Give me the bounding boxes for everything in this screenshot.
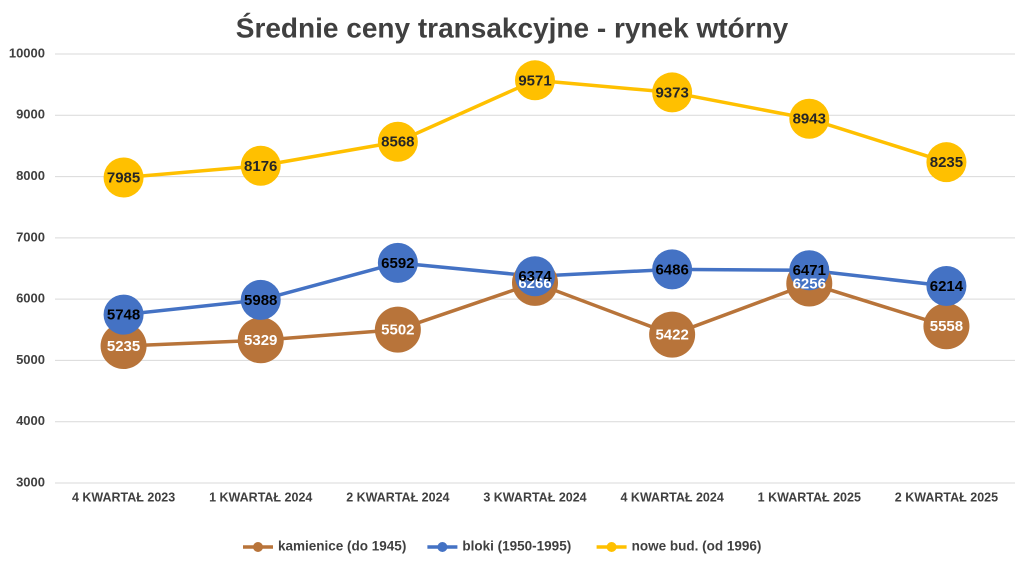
legend-marker <box>253 542 263 552</box>
data-label: 6486 <box>655 261 688 278</box>
data-point <box>374 306 421 353</box>
data-label: 5235 <box>107 338 140 355</box>
data-label: 5502 <box>381 322 414 339</box>
y-tick-label: 8000 <box>16 168 45 183</box>
data-label: 9373 <box>655 84 688 101</box>
y-tick-label: 6000 <box>16 291 45 306</box>
data-point <box>377 242 418 283</box>
data-label: 6266 <box>518 275 551 292</box>
y-tick-label: 9000 <box>16 107 45 122</box>
data-point <box>789 250 830 291</box>
data-point <box>926 142 967 183</box>
x-tick-label: 2 KWARTAŁ 2025 <box>895 490 998 504</box>
data-point <box>515 60 555 101</box>
data-label: 5558 <box>930 318 963 335</box>
data-point <box>649 311 696 358</box>
legend-label: kamienice (do 1945) <box>278 539 406 554</box>
data-label: 7985 <box>107 169 140 186</box>
x-tick-label: 2 KWARTAŁ 2024 <box>346 490 449 504</box>
data-point <box>926 266 967 307</box>
data-label: 5329 <box>244 332 277 349</box>
data-point <box>237 317 284 364</box>
y-tick-label: 5000 <box>16 352 45 367</box>
y-tick-label: 4000 <box>16 413 45 428</box>
x-tick-label: 1 KWARTAŁ 2024 <box>209 490 312 504</box>
data-label: 6592 <box>381 255 414 272</box>
data-label: 6374 <box>518 268 552 285</box>
x-tick-label: 3 KWARTAŁ 2024 <box>483 490 586 504</box>
x-tick-label: 4 KWARTAŁ 2023 <box>72 490 175 504</box>
data-point <box>515 256 555 297</box>
x-tick-label: 1 KWARTAŁ 2025 <box>758 490 861 504</box>
data-label: 9571 <box>518 72 551 89</box>
x-tick-label: 4 KWARTAŁ 2024 <box>621 490 724 504</box>
data-point <box>240 279 281 320</box>
data-point <box>789 98 830 139</box>
data-label: 6471 <box>793 262 826 279</box>
y-tick-label: 7000 <box>16 229 45 244</box>
data-label: 8235 <box>930 154 963 171</box>
data-point <box>100 323 147 370</box>
legend-item: nowe bud. (od 1996) <box>596 539 762 554</box>
data-label: 5422 <box>655 327 688 344</box>
chart-title: Średnie ceny transakcyjne - rynek wtórny <box>236 12 789 43</box>
legend-item: kamienice (do 1945) <box>243 539 406 554</box>
data-point <box>652 249 693 290</box>
data-label: 5988 <box>244 292 277 309</box>
legend-label: bloki (1950-1995) <box>462 539 571 554</box>
legend-label: nowe bud. (od 1996) <box>632 539 762 554</box>
data-label: 8943 <box>793 111 826 128</box>
data-label: 6256 <box>793 275 826 292</box>
data-label: 5748 <box>107 307 140 324</box>
data-label: 8176 <box>244 158 277 175</box>
data-point <box>377 121 418 162</box>
data-point <box>923 303 970 350</box>
legend-marker <box>606 542 617 552</box>
data-label: 8568 <box>381 134 414 151</box>
y-tick-label: 3000 <box>16 474 45 489</box>
y-tick-label: 10000 <box>9 45 45 60</box>
data-point <box>652 72 693 113</box>
data-point <box>240 145 281 186</box>
legend-marker <box>437 542 448 552</box>
legend-item: bloki (1950-1995) <box>427 539 571 554</box>
data-point <box>103 294 144 335</box>
data-label: 6214 <box>930 278 964 295</box>
data-point <box>103 157 144 198</box>
